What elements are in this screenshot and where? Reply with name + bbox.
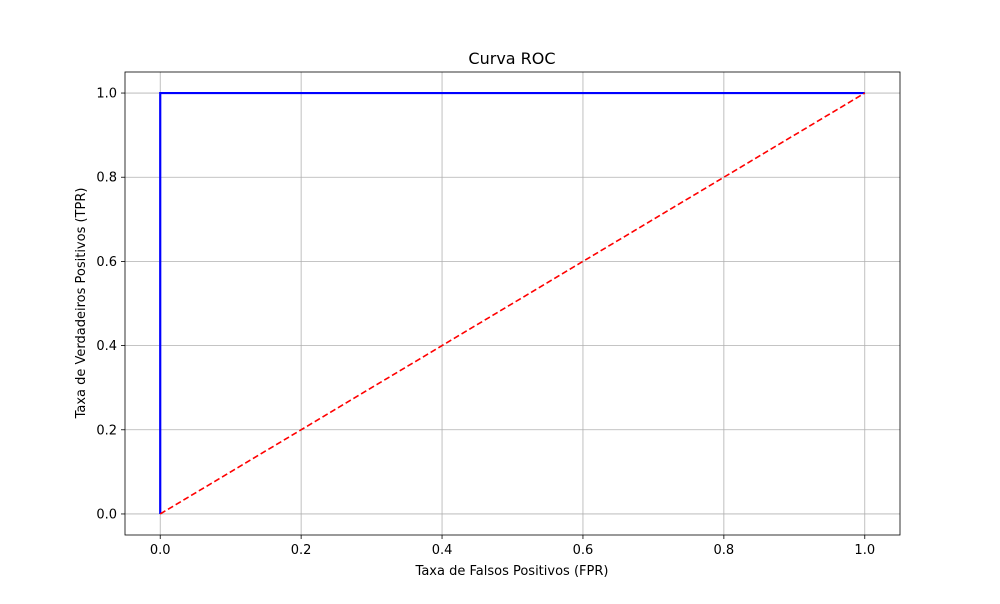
y-axis-label: Taxa de Verdadeiros Positivos (TPR) xyxy=(74,188,89,420)
y-tick-label: 0.0 xyxy=(96,507,117,522)
y-tick-label: 0.2 xyxy=(96,423,117,438)
plot-frame xyxy=(124,71,901,536)
x-tick-label: 0.4 xyxy=(432,543,453,558)
x-tick-label: 0.8 xyxy=(714,543,735,558)
y-tick-label: 0.8 xyxy=(96,171,117,186)
x-tick-label: 0.2 xyxy=(291,543,312,558)
x-tick-label: 0.6 xyxy=(573,543,594,558)
y-tick-label: 0.6 xyxy=(96,255,117,270)
x-tick-label: 0.0 xyxy=(150,543,171,558)
axis-ticks: 0.0 0.2 0.4 0.6 0.8 1.0 0.0 0.2 0.4 0.6 0.8 1.0 xyxy=(96,87,875,558)
series-layer xyxy=(159,91,866,515)
roc-curve-line xyxy=(159,91,865,514)
random-classifier-line xyxy=(159,92,866,515)
y-tick-label: 0.4 xyxy=(96,339,117,354)
chart-title: Curva ROC xyxy=(468,49,555,68)
x-axis-label: Taxa de Falsos Positivos (FPR) xyxy=(415,564,609,579)
y-tick-label: 1.0 xyxy=(96,87,117,102)
x-tick-label: 1.0 xyxy=(854,543,875,558)
